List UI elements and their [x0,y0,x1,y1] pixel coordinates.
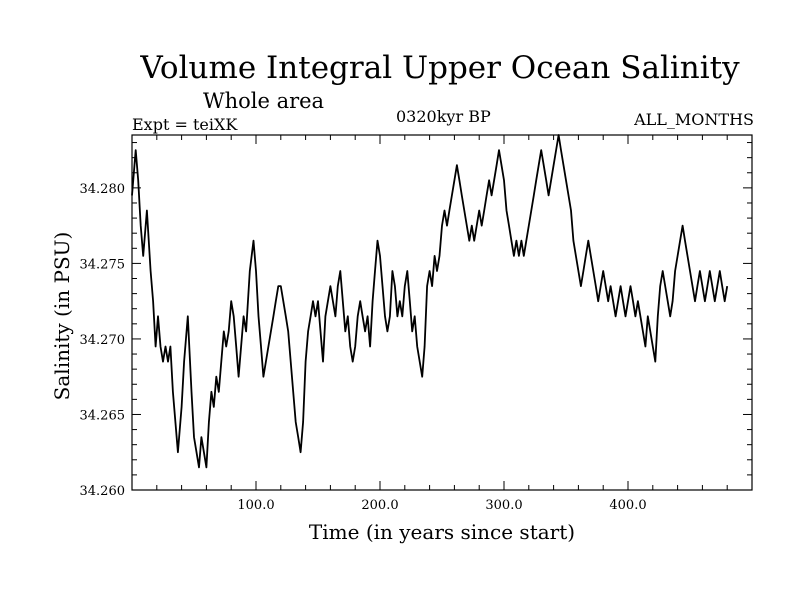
salinity-series-line [131,134,729,469]
y-tick-label: 34.270 [80,333,126,348]
y-tick-label: 34.260 [80,484,126,499]
chart-subtitle: Whole area [203,89,325,113]
experiment-label: Expt = teiXK [132,115,238,134]
period-label: 0320kyr BP [396,107,491,126]
x-tick-label: 200.0 [361,498,398,513]
chart-title: Volume Integral Upper Ocean Salinity [140,50,740,86]
x-tick-label: 400.0 [609,498,646,513]
y-tick-label: 34.275 [80,257,126,272]
months-label: ALL_MONTHS [634,110,754,129]
y-tick-label: 34.265 [80,408,126,423]
x-tick-label: 300.0 [485,498,522,513]
plot-frame [131,134,753,491]
x-tick-label: 100.0 [237,498,274,513]
x-axis-label: Time (in years since start) [308,520,576,544]
y-tick-label: 34.280 [80,182,126,197]
